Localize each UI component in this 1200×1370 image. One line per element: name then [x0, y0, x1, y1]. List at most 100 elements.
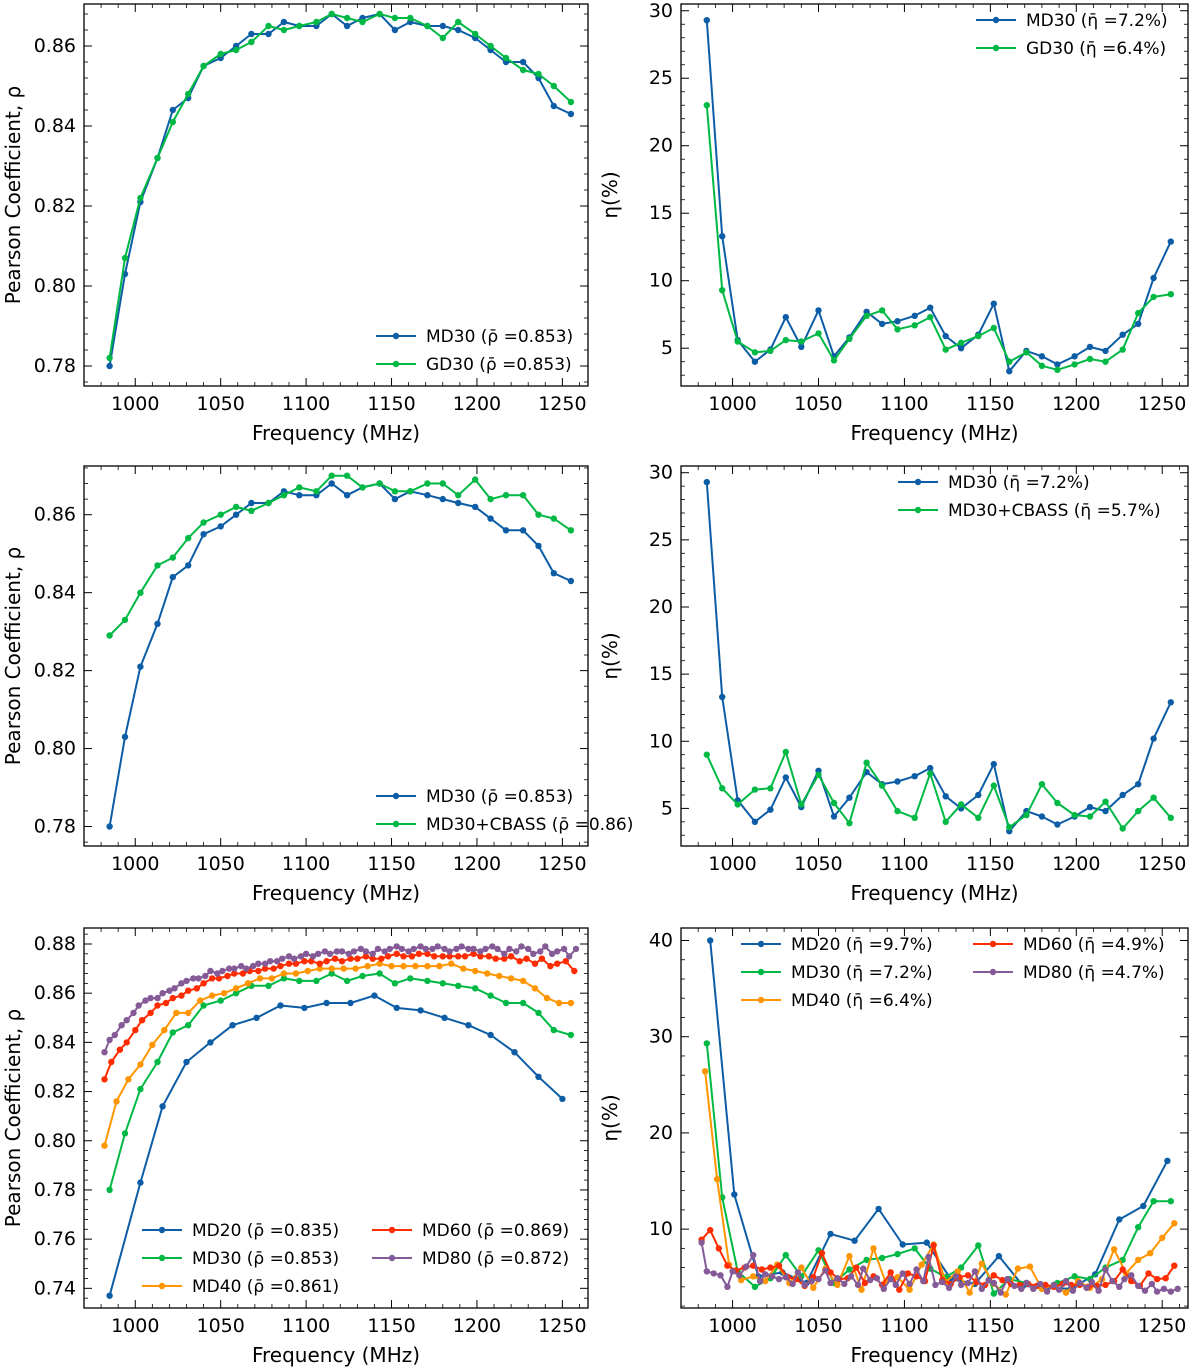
data-point: [810, 1284, 817, 1292]
data-point: [267, 958, 274, 965]
data-point: [927, 770, 934, 777]
data-point: [782, 1251, 789, 1259]
data-point: [296, 22, 303, 30]
data-point: [1006, 824, 1013, 831]
legend-label: MD80 (ρ̄ =0.872): [422, 1249, 569, 1269]
data-point: [1135, 807, 1142, 815]
data-point: [393, 943, 400, 950]
data-point: [217, 50, 224, 58]
y-tick-label: 10: [649, 270, 673, 292]
data-point: [371, 992, 378, 999]
axes-frame: [83, 3, 589, 387]
data-point: [106, 354, 113, 362]
data-point: [927, 304, 934, 311]
data-point: [942, 793, 949, 800]
data-point: [878, 1254, 886, 1262]
data-point: [1038, 353, 1046, 360]
data-point: [815, 771, 822, 778]
data-point: [261, 960, 269, 967]
data-point: [1135, 309, 1142, 317]
data-point: [904, 1270, 912, 1277]
data-point: [386, 945, 393, 953]
data-point: [391, 980, 399, 987]
data-point: [995, 1252, 1003, 1260]
data-point: [429, 945, 436, 953]
data-point: [130, 1009, 137, 1017]
series-gd30: [106, 10, 575, 362]
data-point: [830, 357, 838, 364]
data-point: [798, 338, 805, 345]
data-point: [1171, 1262, 1178, 1269]
data-point: [231, 965, 238, 972]
data-point: [751, 358, 759, 365]
data-point: [866, 1276, 874, 1284]
data-point: [818, 1250, 826, 1257]
data-point: [183, 977, 190, 985]
data-point: [975, 332, 982, 340]
data-point: [990, 1290, 997, 1297]
data-point: [224, 972, 231, 980]
data-point: [942, 332, 949, 340]
legend-marker: [757, 996, 765, 1004]
data-point: [446, 948, 453, 955]
data-point: [550, 82, 557, 90]
data-point: [703, 102, 710, 109]
x-tick-label: 1200: [453, 853, 501, 875]
data-point: [1054, 799, 1061, 807]
data-point: [861, 1279, 869, 1287]
data-point: [782, 1274, 789, 1281]
data-point: [248, 499, 255, 507]
x-tick-label: 1100: [880, 853, 928, 875]
data-point: [1062, 1289, 1070, 1296]
data-point: [313, 977, 320, 985]
data-point: [185, 534, 192, 542]
data-point: [185, 90, 192, 98]
data-point: [701, 1068, 709, 1075]
y-tick-label: 20: [649, 135, 673, 157]
series-md30: [703, 17, 1175, 375]
data-point: [279, 955, 286, 962]
data-point: [232, 46, 240, 54]
data-point: [347, 999, 354, 1007]
data-point: [154, 994, 161, 1002]
data-point: [719, 693, 726, 701]
data-point: [314, 950, 322, 957]
x-tick-label: 1000: [708, 853, 756, 875]
data-point: [1135, 1224, 1142, 1231]
data-point: [309, 953, 317, 960]
x-axis-label: Frequency (MHz): [252, 421, 420, 445]
data-point: [410, 945, 417, 953]
legend-label: MD60 (ρ̄ =0.869): [422, 1221, 569, 1241]
data-point: [472, 985, 479, 992]
data-point: [169, 118, 176, 126]
data-point: [343, 492, 351, 499]
data-point: [762, 1277, 769, 1285]
data-point: [1071, 1273, 1078, 1280]
data-point: [472, 503, 479, 511]
data-point: [132, 1026, 139, 1034]
data-point: [808, 1277, 815, 1285]
data-point: [932, 1281, 939, 1289]
data-point: [717, 1272, 724, 1279]
data-point: [703, 751, 710, 758]
data-point: [147, 994, 154, 1002]
data-point: [1121, 1275, 1128, 1283]
data-point: [923, 1239, 930, 1246]
data-point: [101, 1049, 108, 1056]
data-point: [190, 975, 197, 982]
y-axis-label: Pearson Coefficient, ρ: [1, 86, 25, 304]
x-tick-label: 1100: [880, 1315, 928, 1337]
data-point: [1167, 699, 1175, 706]
data-point: [1119, 346, 1126, 353]
data-point: [822, 1267, 829, 1274]
data-point: [815, 330, 822, 337]
data-point: [434, 943, 441, 950]
data-point: [472, 967, 479, 975]
data-point: [1006, 358, 1013, 365]
data-point: [1037, 1280, 1044, 1288]
x-tick-label: 1250: [538, 393, 586, 415]
data-point: [173, 1009, 180, 1017]
data-point: [137, 1061, 144, 1068]
data-point: [357, 945, 364, 953]
y-axis-label: η(%): [598, 632, 622, 679]
